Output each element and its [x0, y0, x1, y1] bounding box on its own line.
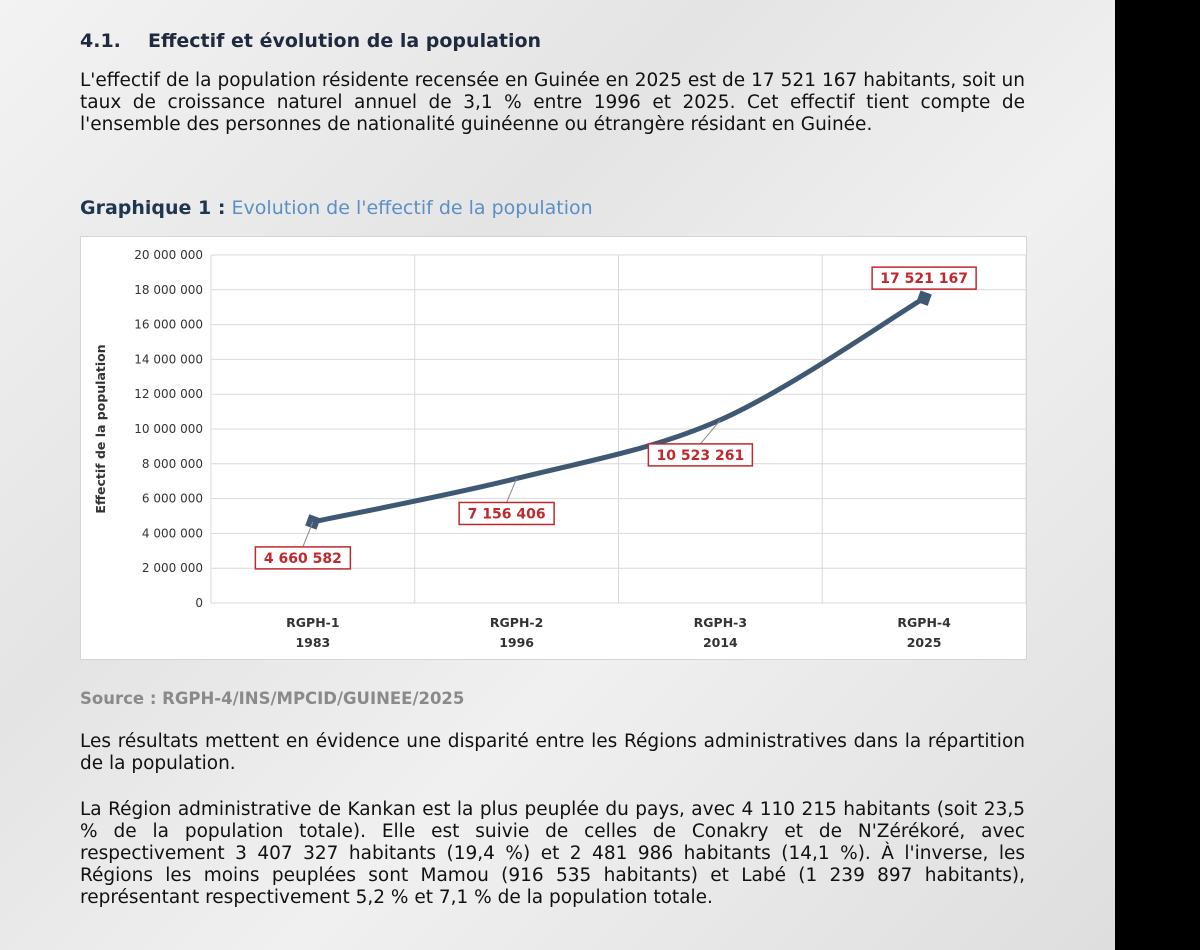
y-tick-label: 4 000 000: [142, 526, 203, 540]
figure-caption: Graphique 1 : Evolution de l'effectif de…: [80, 197, 593, 219]
x-tick-label: 2025: [907, 635, 942, 650]
y-tick-label: 10 000 000: [134, 422, 203, 436]
data-label: 17 521 167: [880, 271, 968, 287]
chart-svg: 0 2 000 000 4 000 000 6 000 000 8 000 000 10 …: [93, 248, 1027, 650]
results-paragraph: Les résultats mettent en évidence une di…: [80, 731, 1025, 774]
y-tick-label: 18 000 000: [134, 283, 203, 297]
x-tick-label: RGPH-2: [490, 615, 543, 630]
y-tick-label: 2 000 000: [142, 561, 203, 575]
section-title: Effectif et évolution de la population: [148, 30, 542, 52]
document-page: 4.1. Effectif et évolution de la populati…: [0, 0, 1115, 950]
x-tick-label: RGPH-3: [694, 615, 747, 630]
x-tick-label: 1983: [295, 635, 330, 650]
y-tick-label: 0: [195, 596, 203, 610]
data-label-box: [254, 546, 352, 570]
y-tick-label: 16 000 000: [134, 318, 203, 332]
data-label: 10 523 261: [657, 448, 745, 464]
y-axis-title: Effectif de la population: [93, 344, 108, 513]
figure-source: Source : RGPH-4/INS/MPCID/GUINEE/2025: [80, 689, 465, 708]
x-tick-label: RGPH-4: [897, 615, 951, 630]
section-heading: 4.1. Effectif et évolution de la populati…: [80, 30, 541, 52]
regions-paragraph: La Région administrative de Kankan est l…: [80, 799, 1025, 908]
y-tick-label: 6 000 000: [142, 492, 203, 506]
y-tick-label: 12 000 000: [134, 387, 203, 401]
data-point-marker: [916, 290, 932, 306]
page-edge-band: [1115, 0, 1200, 950]
y-tick-label: 14 000 000: [134, 352, 203, 366]
data-label-box: [647, 443, 754, 467]
data-label-leader: [699, 419, 721, 445]
data-label-leader: [302, 521, 314, 548]
section-number: 4.1.: [80, 30, 121, 52]
y-tick-label: 20 000 000: [134, 248, 203, 262]
figure-caption-title: Evolution de l'effectif de la population: [231, 197, 593, 219]
figure-caption-lead: Graphique 1 :: [80, 197, 226, 219]
data-label: 4 660 582: [264, 551, 342, 567]
x-tick-label: 2014: [703, 635, 738, 650]
data-label-box: [871, 266, 977, 290]
x-tick-label: RGPH-1: [286, 615, 339, 630]
x-tick-label: 1996: [499, 635, 534, 650]
data-label-box: [458, 501, 555, 526]
data-label-leader: [506, 478, 518, 503]
intro-paragraph: L'effectif de la population résidente re…: [80, 70, 1025, 135]
data-label: 7 156 406: [468, 506, 546, 522]
y-tick-label: 8 000 000: [142, 457, 203, 471]
population-chart: 0 2 000 000 4 000 000 6 000 000 8 000 000 10 …: [80, 236, 1027, 660]
series-line: [310, 295, 927, 525]
